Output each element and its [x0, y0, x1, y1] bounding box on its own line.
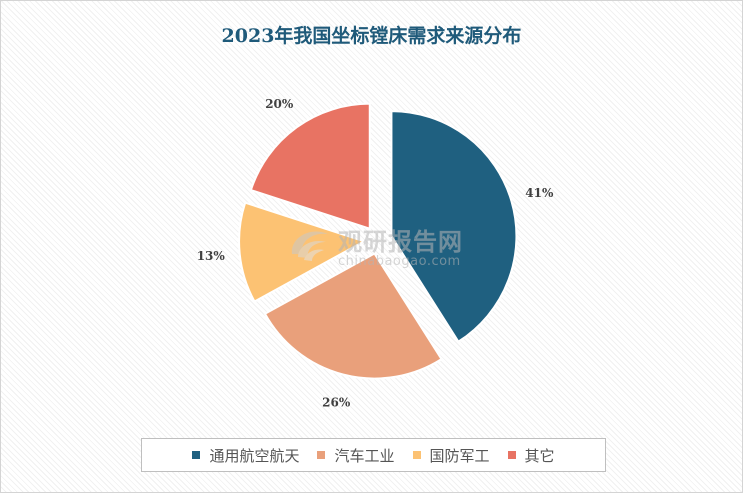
- data-label-automotive: 26%: [322, 396, 351, 410]
- watermark-text: 观研报告网: [338, 228, 463, 256]
- legend-swatch: [507, 451, 516, 459]
- chart-title: 2023年我国坐标镗床需求来源分布: [221, 25, 522, 47]
- watermark-logo-icon: [291, 231, 328, 261]
- pie-slice-automotive: [263, 252, 443, 380]
- legend-label: 其它: [524, 446, 555, 465]
- legend: 通用航空航天 汽车工业 国防军工 其它: [141, 438, 606, 472]
- legend-swatch: [412, 451, 421, 459]
- legend-label: 通用航空航天: [209, 446, 300, 465]
- watermark-url: chinabaogao.com: [338, 254, 461, 269]
- data-label-other: 20%: [265, 97, 294, 111]
- legend-label: 汽车工业: [334, 446, 395, 465]
- data-label-defense: 13%: [197, 249, 226, 263]
- legend-swatch: [192, 451, 201, 459]
- legend-swatch: [317, 451, 326, 459]
- legend-label: 国防军工: [429, 446, 490, 465]
- legend-item-defense: 国防军工: [412, 445, 490, 466]
- data-label-aviation: 41%: [525, 186, 554, 200]
- pie-slice-aviation: [390, 110, 518, 344]
- pie-slice-other: [249, 102, 371, 231]
- watermark: 观研报告网 chinabaogao.com: [288, 222, 478, 272]
- legend-item-aviation: 通用航空航天: [192, 445, 299, 466]
- legend-item-other: 其它: [507, 445, 555, 466]
- legend-item-automotive: 汽车工业: [317, 445, 395, 466]
